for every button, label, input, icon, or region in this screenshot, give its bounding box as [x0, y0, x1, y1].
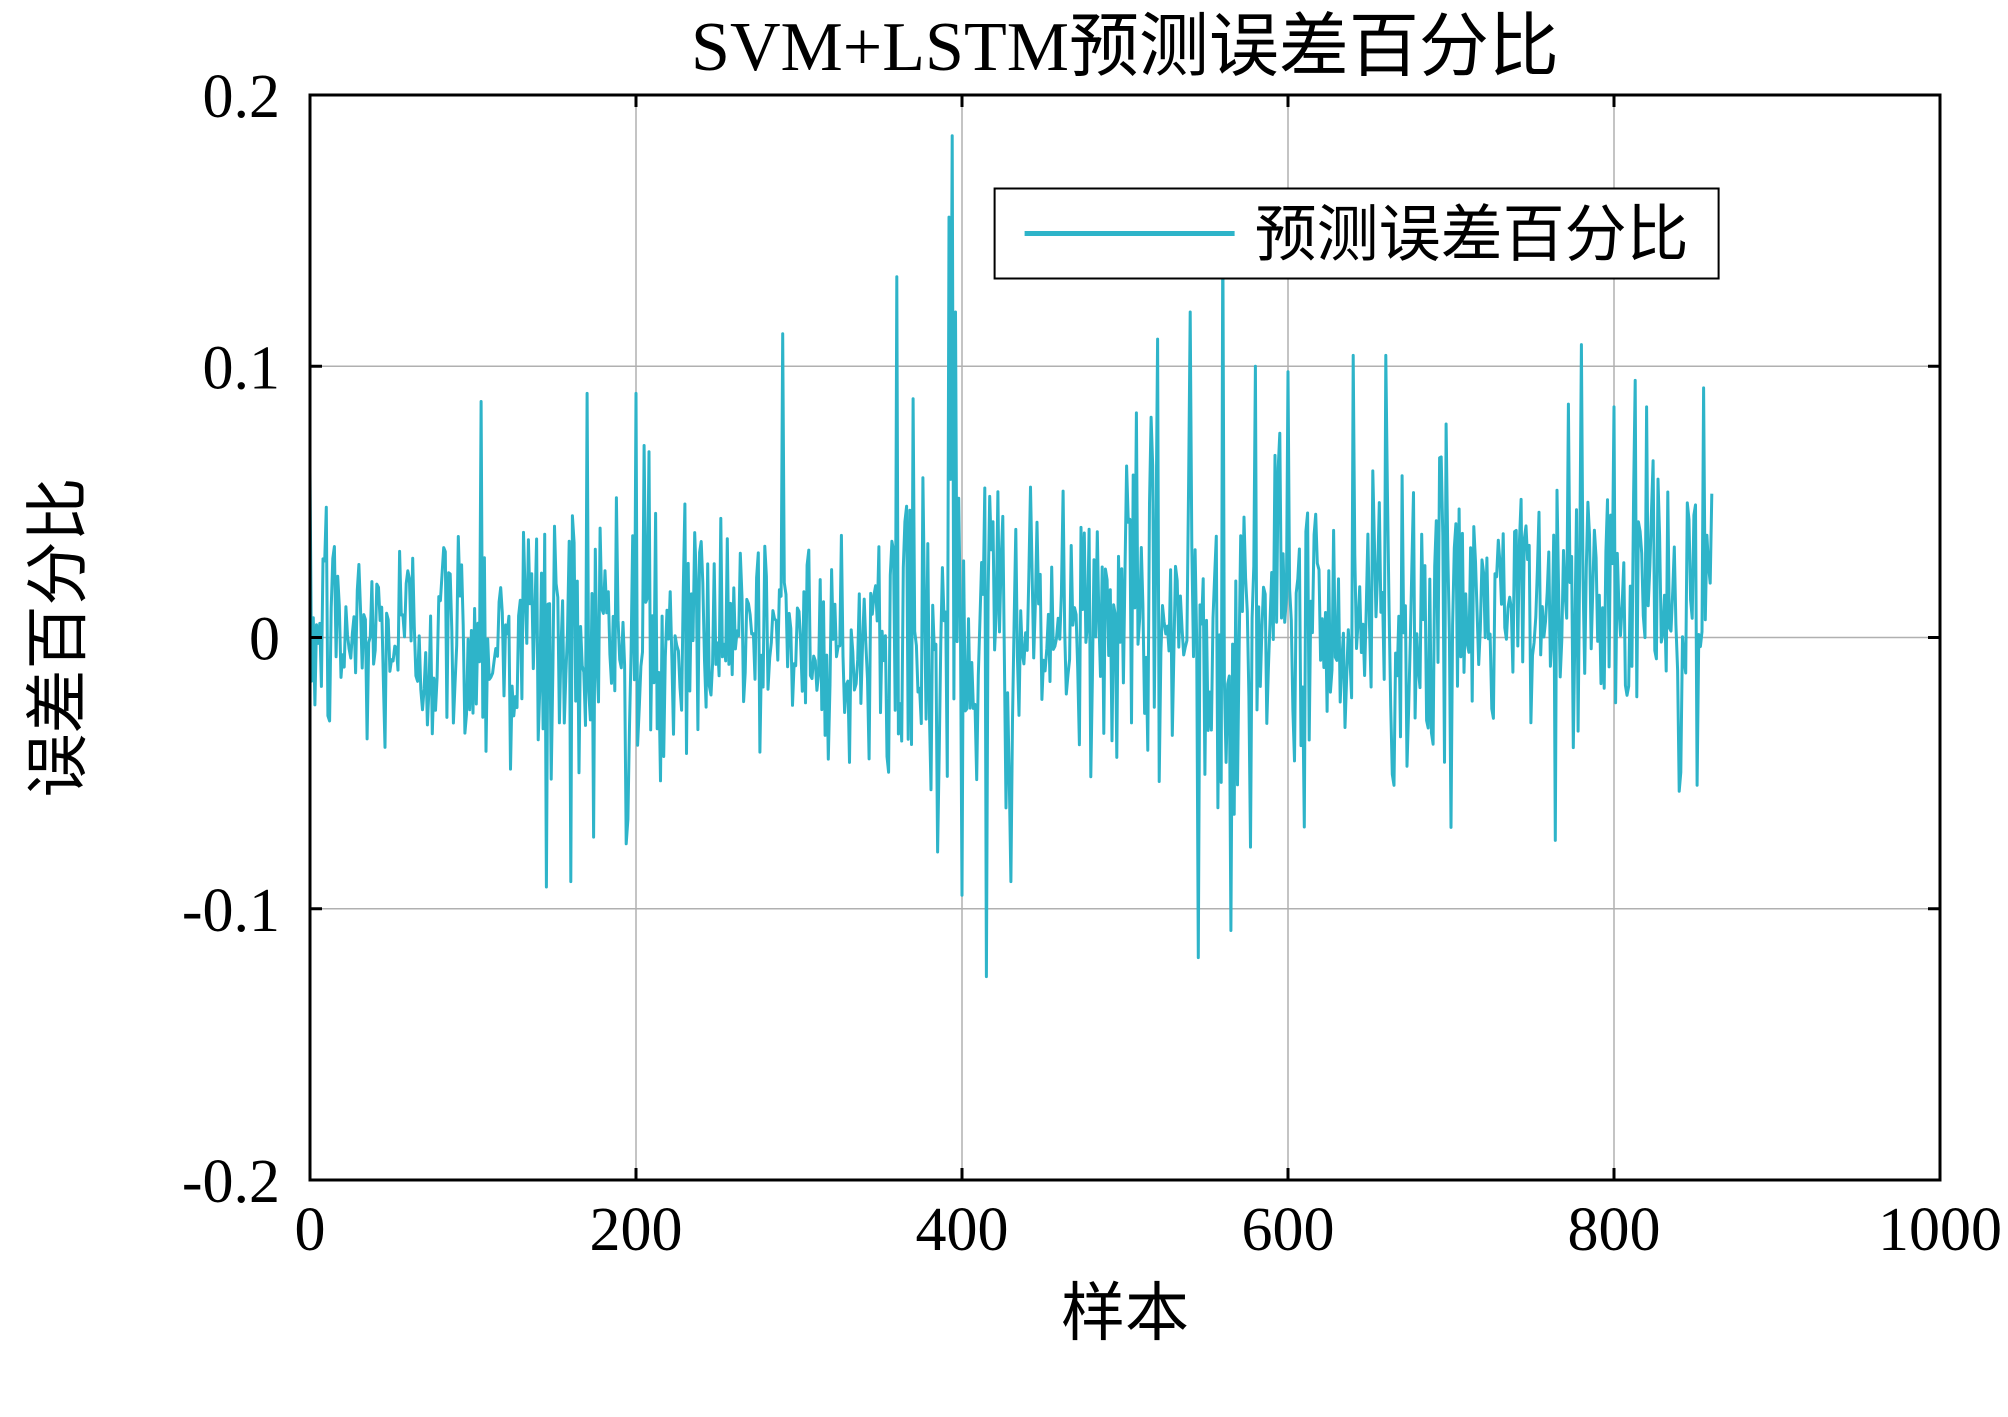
- x-tick-label: 1000: [1878, 1196, 2002, 1264]
- x-tick-label: 0: [295, 1196, 326, 1264]
- chart-svg: 0 200 400 600 800 1000 -0.2 -0.1 0 0.1 0.2 样本 误差百分比 S…: [0, 0, 2008, 1417]
- y-tick-label: -0.1: [182, 877, 280, 945]
- chart-container: 0 200 400 600 800 1000 -0.2 -0.1 0 0.1 0.2 样本 误差百分比 S…: [0, 0, 2008, 1417]
- y-tick-label: -0.2: [182, 1148, 280, 1216]
- y-tick-label: 0: [249, 606, 280, 674]
- chart-title: SVM+LSTM预测误差百分比: [691, 9, 1559, 86]
- x-tick-label: 400: [916, 1196, 1009, 1264]
- y-tick-label: 0.1: [203, 334, 281, 402]
- y-axis-label: 误差百分比: [23, 478, 94, 798]
- legend-label: 预测误差百分比: [1255, 202, 1689, 270]
- x-axis-label: 样本: [1061, 1278, 1189, 1349]
- x-tick-label: 200: [590, 1196, 683, 1264]
- y-tick-label: 0.2: [203, 63, 281, 131]
- x-tick-label: 800: [1568, 1196, 1661, 1264]
- x-tick-label: 600: [1242, 1196, 1335, 1264]
